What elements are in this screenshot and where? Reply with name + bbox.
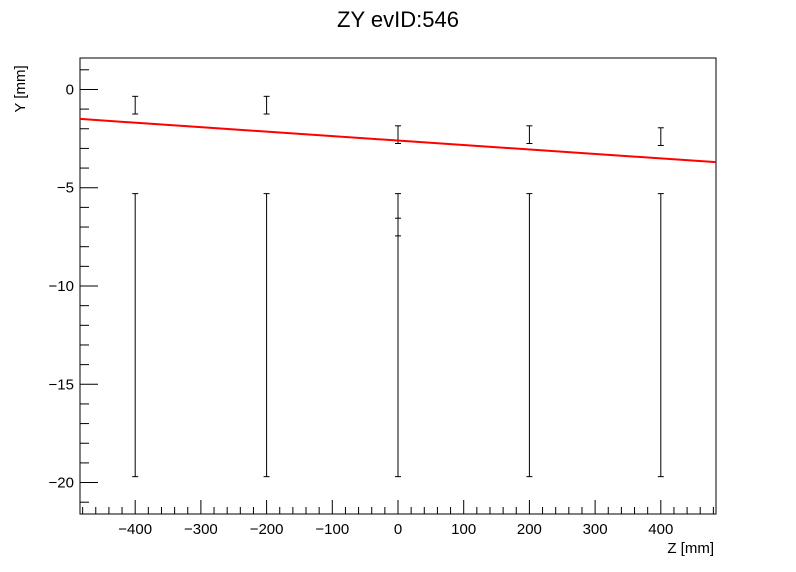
- x-tick-label: 100: [451, 521, 476, 538]
- error-bar-point: [526, 193, 533, 478]
- error-bar-point: [395, 193, 401, 478]
- error-bar-point: [263, 193, 270, 478]
- error-bar-point: [263, 95, 270, 115]
- chart-title: ZY evID:546: [337, 7, 459, 32]
- y-tick-label: −20: [49, 475, 74, 492]
- y-axis-label: Y [mm]: [12, 65, 29, 112]
- error-bar-point: [526, 125, 533, 144]
- x-tick-label: 200: [517, 521, 542, 538]
- x-tick-label: 400: [648, 521, 673, 538]
- error-bars: [132, 95, 664, 478]
- x-tick-label: 300: [583, 521, 608, 538]
- fit-line: [79, 117, 717, 164]
- tick-labels: −400 −300 −200 −100 0 100 200 300 400 0 −5 −10 −15 −2…: [49, 81, 674, 538]
- x-tick-label: −100: [315, 521, 349, 538]
- y-tick-label: −15: [49, 376, 74, 393]
- x-axis-label: Z [mm]: [667, 540, 714, 557]
- error-bar-point: [657, 193, 664, 478]
- axis-ticks: [80, 69, 714, 514]
- error-bar-point: [657, 127, 664, 146]
- error-bar-point: [132, 95, 139, 115]
- x-tick-label: 0: [394, 521, 402, 538]
- y-tick-label: −5: [57, 180, 74, 197]
- y-tick-label: −10: [49, 278, 74, 295]
- fit-line-group: [79, 117, 717, 164]
- y-tick-label: 0: [66, 81, 74, 98]
- x-tick-label: −300: [184, 521, 218, 538]
- x-tick-label: −400: [118, 521, 152, 538]
- x-tick-label: −200: [250, 521, 284, 538]
- error-bar-point: [132, 193, 139, 478]
